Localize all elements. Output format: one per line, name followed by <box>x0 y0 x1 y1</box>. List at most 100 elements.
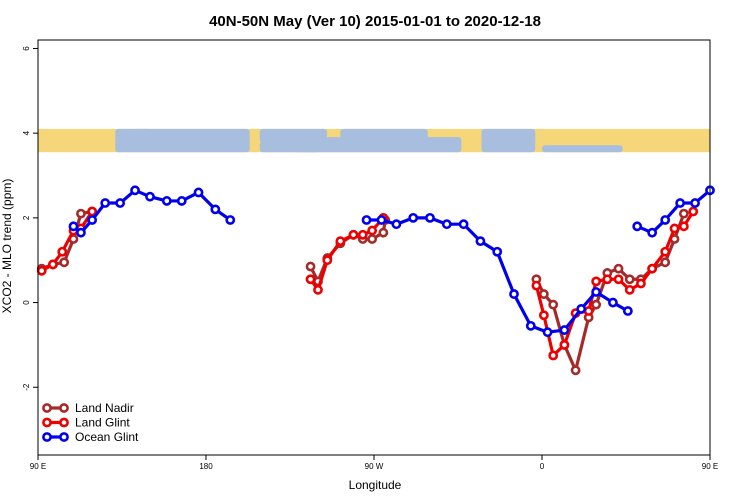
data-point-ocean-glint <box>492 246 503 257</box>
data-point-ocean-glint <box>690 198 700 208</box>
data-point-land-nadir <box>678 208 689 219</box>
data-point-ocean-glint <box>525 320 536 331</box>
data-point-ocean-glint <box>591 287 602 297</box>
map-ocean-shape-6 <box>542 145 623 153</box>
data-point-land-nadir <box>76 208 86 219</box>
data-point-land-nadir <box>548 299 559 310</box>
data-point-ocean-glint <box>622 306 633 316</box>
data-point-land-nadir <box>591 299 602 310</box>
data-point-land-nadir <box>367 234 378 244</box>
data-point-ocean-glint <box>225 215 236 225</box>
data-point-ocean-glint <box>376 215 387 225</box>
data-point-land-nadir <box>305 261 316 272</box>
data-point-ocean-glint <box>647 227 658 238</box>
data-point-land-glint <box>624 284 635 295</box>
data-point-ocean-glint <box>675 198 686 208</box>
map-ocean-shape-4 <box>293 137 462 153</box>
series-line-land-nadir <box>534 213 686 372</box>
data-point-land-glint <box>48 259 58 270</box>
legend-marker-ocean-glint <box>42 432 52 442</box>
data-point-land-glint <box>660 246 671 257</box>
data-point-ocean-glint <box>559 325 570 335</box>
data-point-ocean-glint <box>68 221 79 232</box>
data-point-land-glint <box>647 263 658 274</box>
data-point-land-nadir <box>538 289 549 299</box>
data-point-ocean-glint <box>576 304 587 314</box>
data-point-ocean-glint <box>161 196 172 206</box>
series-layer <box>36 185 715 376</box>
data-point-ocean-glint <box>608 297 618 308</box>
map-ocean-shape-5 <box>481 128 536 153</box>
data-point-land-nadir <box>660 257 671 268</box>
y-tick-label: 4 <box>22 130 31 135</box>
data-point-ocean-glint <box>76 227 86 238</box>
data-point-ocean-glint <box>441 219 452 230</box>
y-axis-label: XCO2 - MLO trend (ppm) <box>0 179 14 314</box>
data-point-land-glint <box>548 350 559 361</box>
data-point-land-glint <box>636 278 646 289</box>
x-tick-label: 90 E <box>30 462 46 471</box>
data-point-ocean-glint <box>176 196 187 206</box>
data-point-land-glint <box>613 274 624 285</box>
data-point-land-glint <box>583 306 594 316</box>
y-tick-label: -2 <box>22 383 31 391</box>
data-point-land-glint <box>688 206 699 217</box>
data-point-ocean-glint <box>193 187 204 198</box>
data-point-ocean-glint <box>391 219 402 230</box>
data-point-land-glint <box>322 255 333 266</box>
data-point-land-glint <box>36 265 47 276</box>
legend-marker-land-glint <box>42 417 52 428</box>
data-point-ocean-glint <box>115 198 126 208</box>
legend-marker-land-nadir <box>59 403 69 413</box>
legend-label-land-glint: Land Glint <box>75 416 130 430</box>
y-tick-label: 2 <box>22 215 31 220</box>
x-tick-label: 0 <box>540 462 545 471</box>
x-axis: 90 E 180 90 W 0 90 E <box>30 455 718 471</box>
series-land-glint <box>36 206 699 361</box>
data-point-land-glint <box>591 276 602 287</box>
data-point-land-glint <box>357 229 368 240</box>
data-point-land-glint <box>367 225 378 236</box>
legend-label-land-nadir: Land Nadir <box>75 401 134 415</box>
world-map-band <box>38 128 710 153</box>
data-point-land-glint <box>313 284 323 295</box>
data-point-land-nadir <box>570 365 581 376</box>
legend-marker-ocean-glint <box>59 432 69 442</box>
series-ocean-glint <box>68 185 715 338</box>
data-point-land-glint <box>348 229 359 240</box>
data-point-land-glint <box>669 223 680 234</box>
data-point-land-glint <box>678 221 689 232</box>
data-point-land-glint <box>602 274 613 285</box>
data-point-ocean-glint <box>458 219 469 230</box>
data-point-land-glint <box>538 310 549 321</box>
data-point-ocean-glint <box>87 215 98 225</box>
data-point-ocean-glint <box>509 289 519 299</box>
data-point-land-nadir <box>624 274 635 285</box>
data-point-ocean-glint <box>475 236 486 247</box>
legend-marker-land-nadir <box>42 403 52 413</box>
y-axis: -2 0 2 4 6 <box>22 46 38 391</box>
data-point-ocean-glint <box>210 204 221 215</box>
data-point-ocean-glint <box>130 185 140 196</box>
x-axis-label: Longitude <box>349 478 402 492</box>
data-point-land-glint <box>305 274 316 285</box>
data-point-ocean-glint <box>100 198 111 208</box>
data-point-ocean-glint <box>361 215 372 225</box>
chart-title: 40N-50N May (Ver 10) 2015-01-01 to 2020-… <box>209 13 541 30</box>
data-point-ocean-glint <box>145 191 155 202</box>
legend-label-ocean-glint: Ocean Glint <box>75 430 139 444</box>
data-point-ocean-glint <box>425 212 435 223</box>
y-tick-label: 0 <box>22 300 31 305</box>
legend-marker-land-glint <box>59 417 69 428</box>
data-point-land-glint <box>87 206 98 217</box>
x-tick-label: 90 E <box>702 462 718 471</box>
data-point-land-glint <box>531 280 542 291</box>
data-point-land-glint <box>57 246 68 257</box>
data-point-land-glint <box>559 339 570 350</box>
data-point-land-nadir <box>59 257 70 268</box>
data-point-ocean-glint <box>542 327 553 338</box>
data-point-land-glint <box>335 236 346 247</box>
data-point-ocean-glint <box>632 221 643 232</box>
